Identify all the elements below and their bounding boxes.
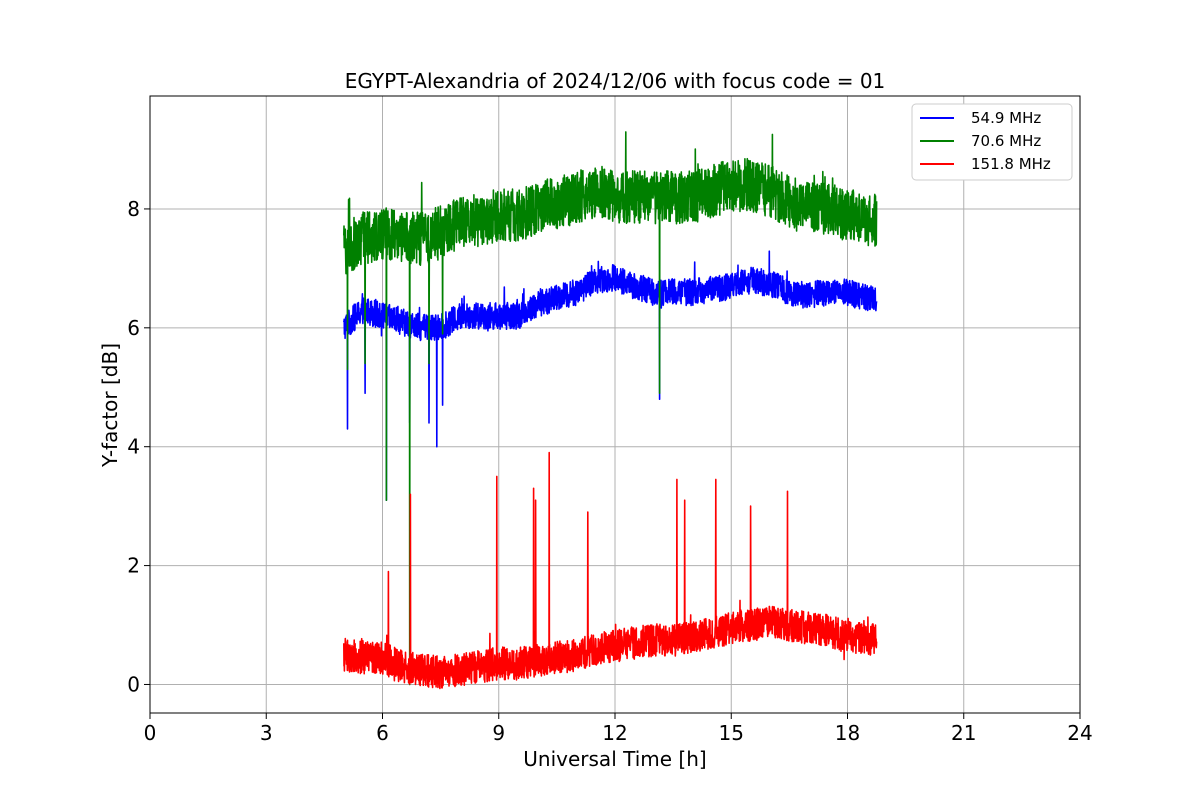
y-tick-label: 8 [127, 197, 140, 221]
x-tick-label: 21 [951, 721, 976, 745]
chart-title: EGYPT-Alexandria of 2024/12/06 with focu… [345, 69, 886, 93]
y-tick-label: 6 [127, 316, 140, 340]
x-axis-label: Universal Time [h] [523, 747, 706, 771]
series-line-0 [343, 250, 878, 501]
legend-label-1: 70.6 MHz [971, 132, 1041, 150]
x-tick-label: 3 [260, 721, 273, 745]
x-tick-label: 15 [719, 721, 744, 745]
series-line-2 [343, 451, 878, 690]
legend-box [911, 103, 1073, 181]
x-tick-label: 6 [376, 721, 389, 745]
y-axis-label: Y-factor [dB] [98, 343, 122, 468]
x-tick-label: 18 [835, 721, 860, 745]
y-tick-label: 2 [127, 554, 140, 578]
plot-area [343, 131, 878, 690]
legend: 54.9 MHz 70.6 MHz 151.8 MHz [911, 103, 1073, 181]
y-tick-label: 4 [127, 435, 140, 459]
x-tick-label: 0 [144, 721, 157, 745]
series-group [343, 131, 878, 690]
x-tick-label: 9 [492, 721, 505, 745]
x-tick-label: 12 [602, 721, 627, 745]
x-axis: 0 3 6 9 12 15 18 21 24 [144, 713, 1093, 745]
y-tick-label: 0 [127, 672, 140, 696]
y-axis: 0 2 4 6 8 [127, 197, 150, 696]
x-tick-label: 24 [1067, 721, 1092, 745]
legend-label-2: 151.8 MHz [971, 155, 1051, 173]
legend-label-0: 54.9 MHz [971, 109, 1041, 127]
series-line-1 [343, 131, 878, 686]
